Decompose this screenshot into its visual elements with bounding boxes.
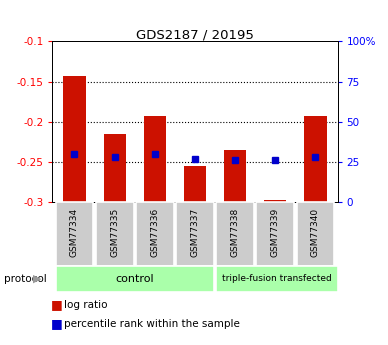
Text: control: control [115, 274, 154, 284]
Bar [305, 116, 327, 202]
Bar [104, 134, 126, 202]
Text: GSM77337: GSM77337 [191, 208, 199, 257]
Text: GSM77335: GSM77335 [110, 208, 119, 257]
Bar [63, 76, 85, 202]
Text: log ratio: log ratio [64, 300, 107, 310]
Text: GSM77336: GSM77336 [150, 208, 159, 257]
Bar [224, 150, 246, 202]
Text: GSM77338: GSM77338 [230, 208, 240, 257]
Title: GDS2187 / 20195: GDS2187 / 20195 [136, 28, 254, 41]
Text: ▶: ▶ [33, 274, 42, 284]
Text: protocol: protocol [4, 274, 47, 284]
Text: GSM77340: GSM77340 [311, 208, 320, 257]
Bar [144, 116, 166, 202]
Bar [184, 166, 206, 202]
Text: GSM77334: GSM77334 [70, 208, 79, 257]
Bar [264, 200, 286, 202]
Text: GSM77339: GSM77339 [271, 208, 280, 257]
Text: ■: ■ [50, 317, 62, 331]
Text: triple-fusion transfected: triple-fusion transfected [222, 274, 332, 283]
Text: ■: ■ [50, 298, 62, 312]
Text: percentile rank within the sample: percentile rank within the sample [64, 319, 240, 329]
